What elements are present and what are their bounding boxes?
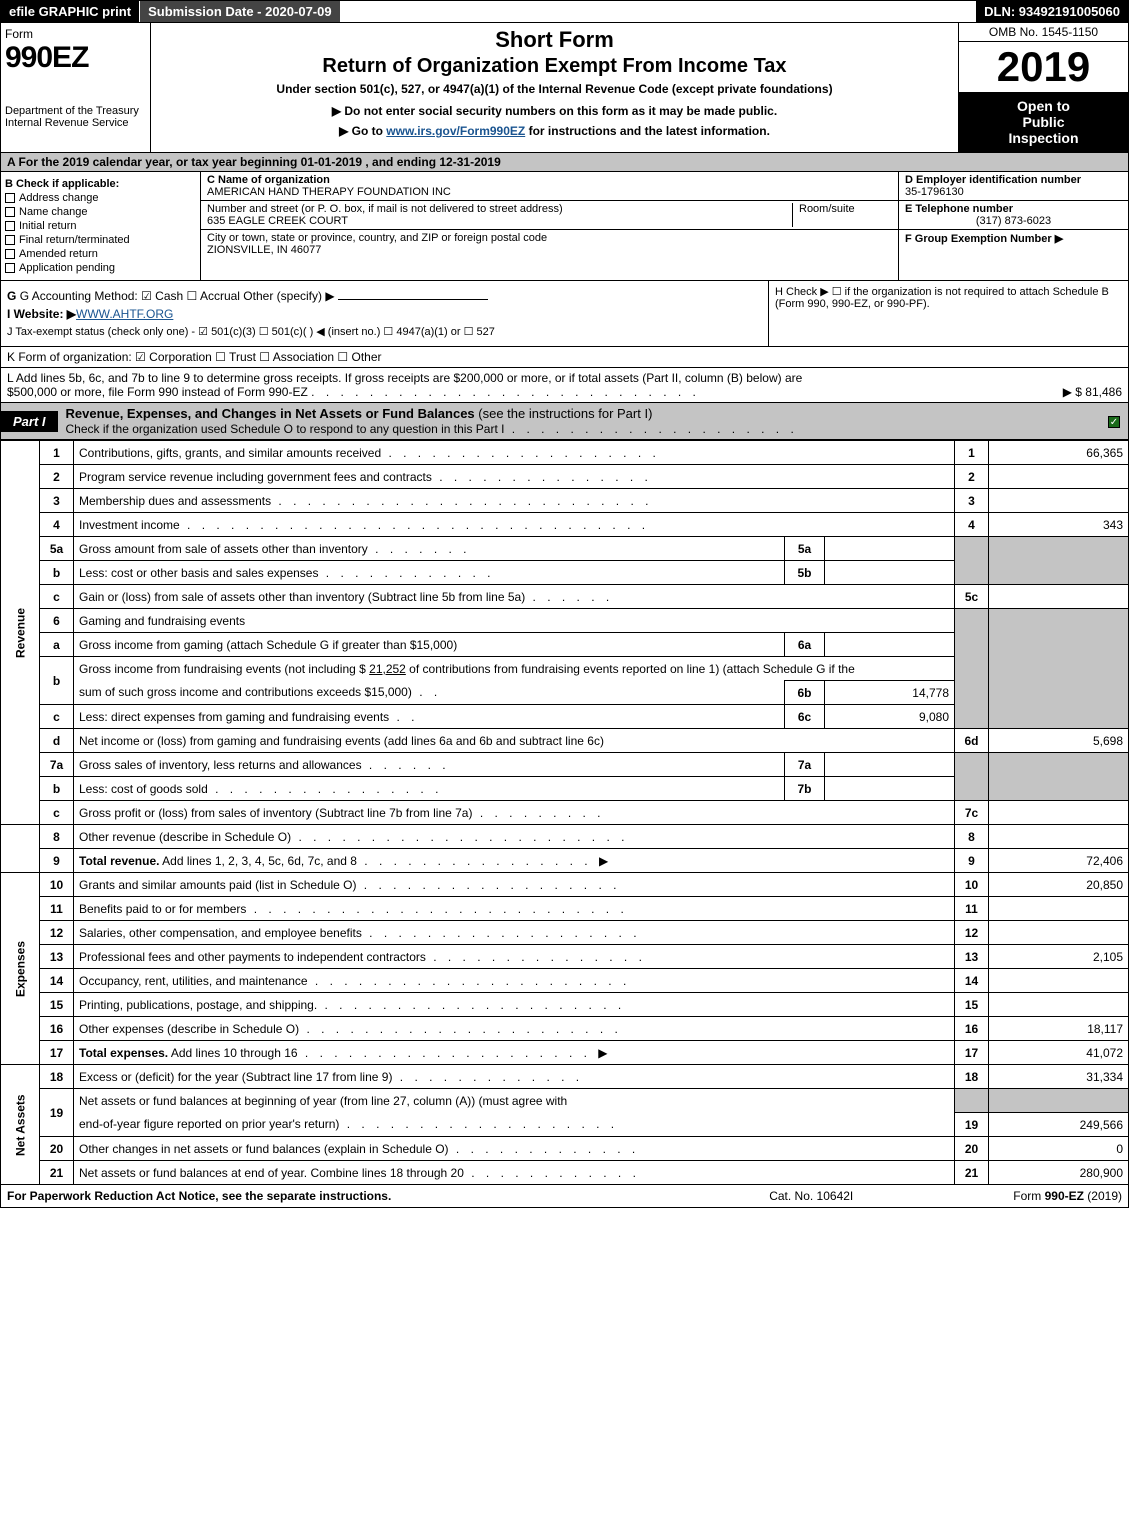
dept-treasury: Department of the Treasury	[5, 105, 146, 117]
amt-2	[989, 465, 1129, 489]
b-opt-initial[interactable]: Initial return	[5, 220, 196, 232]
telephone: (317) 873-6023	[905, 215, 1122, 227]
header-center: Short Form Return of Organization Exempt…	[151, 23, 958, 152]
website-link[interactable]: WWW.AHTF.ORG	[76, 307, 173, 321]
amt-11	[989, 897, 1129, 921]
form-word: Form	[5, 27, 146, 41]
main-title: Return of Organization Exempt From Incom…	[159, 55, 950, 78]
amt-6b: 14,778	[825, 681, 955, 705]
efile-print-label[interactable]: efile GRAPHIC print	[1, 1, 139, 22]
amt-5a	[825, 537, 955, 561]
h-check: H Check ▶ ☐ if the organization is not r…	[768, 281, 1128, 346]
amt-4: 343	[989, 513, 1129, 537]
amt-16: 18,117	[989, 1017, 1129, 1041]
expenses-label: Expenses	[1, 873, 40, 1065]
b-label: B Check if applicable:	[5, 178, 196, 190]
amt-7b	[825, 777, 955, 801]
d-label: D Employer identification number	[905, 174, 1081, 186]
f-label: F Group Exemption Number ▶	[905, 233, 1063, 245]
amt-6d: 5,698	[989, 729, 1129, 753]
paperwork-notice: For Paperwork Reduction Act Notice, see …	[7, 1189, 769, 1203]
amt-3	[989, 489, 1129, 513]
topbar: efile GRAPHIC print Submission Date - 20…	[0, 0, 1129, 23]
org-city: ZIONSVILLE, IN 46077	[207, 244, 321, 256]
part1-header: Part I Revenue, Expenses, and Changes in…	[0, 403, 1129, 440]
c-room-label: Room/suite	[799, 203, 855, 215]
row-l: L Add lines 5b, 6c, and 7b to line 9 to …	[0, 368, 1129, 403]
b-opt-address[interactable]: Address change	[5, 192, 196, 204]
amt-6c: 9,080	[825, 705, 955, 729]
e-label: E Telephone number	[905, 203, 1013, 215]
form-number: 990EZ	[5, 41, 146, 75]
c-street-label: Number and street (or P. O. box, if mail…	[207, 203, 563, 215]
b-checkboxes: B Check if applicable: Address change Na…	[1, 172, 201, 280]
amt-5c	[989, 585, 1129, 609]
amt-21: 280,900	[989, 1161, 1129, 1185]
amt-9: 72,406	[989, 849, 1129, 873]
amt-1: 66,365	[989, 441, 1129, 465]
section-bcdef: B Check if applicable: Address change Na…	[0, 172, 1129, 281]
part1-title: Revenue, Expenses, and Changes in Net As…	[66, 406, 475, 421]
org-street: 635 EAGLE CREEK COURT	[207, 215, 348, 227]
b-opt-pending[interactable]: Application pending	[5, 262, 196, 274]
c-label: C Name of organization	[207, 174, 330, 186]
submission-date: Submission Date - 2020-07-09	[139, 1, 340, 22]
revenue-label: Revenue	[1, 441, 40, 825]
ein: 35-1796130	[905, 186, 964, 198]
row-a-tax-year: A For the 2019 calendar year, or tax yea…	[0, 153, 1129, 172]
amt-15	[989, 993, 1129, 1017]
header-left: Form 990EZ Department of the Treasury In…	[1, 23, 151, 152]
irs-label: Internal Revenue Service	[5, 117, 146, 129]
g-accounting: G G Accounting Method: ☑ Cash ☐ Accrual …	[7, 289, 762, 303]
tax-year: 2019	[959, 42, 1128, 92]
j-tax-exempt: J Tax-exempt status (check only one) - ☑…	[7, 325, 762, 338]
dont-enter-ssn: ▶ Do not enter social security numbers o…	[159, 104, 950, 118]
c-block: C Name of organization AMERICAN HAND THE…	[201, 172, 898, 280]
b-opt-final[interactable]: Final return/terminated	[5, 234, 196, 246]
i-website: I Website: ▶WWW.AHTF.ORG	[7, 307, 762, 321]
amt-20: 0	[989, 1137, 1129, 1161]
amt-8	[989, 825, 1129, 849]
page-footer: For Paperwork Reduction Act Notice, see …	[0, 1185, 1129, 1208]
amt-19: 249,566	[989, 1113, 1129, 1137]
goto-line: ▶ Go to www.irs.gov/Form990EZ for instru…	[159, 124, 950, 138]
netassets-label: Net Assets	[1, 1065, 40, 1185]
form-footer-id: Form 990-EZ (2019)	[1013, 1189, 1122, 1203]
dln-number: DLN: 93492191005060	[976, 1, 1128, 22]
part1-table: Revenue 1 Contributions, gifts, grants, …	[0, 440, 1129, 1185]
form-header: Form 990EZ Department of the Treasury In…	[0, 23, 1129, 153]
b-opt-amended[interactable]: Amended return	[5, 248, 196, 260]
amt-13: 2,105	[989, 945, 1129, 969]
amt-7c	[989, 801, 1129, 825]
c-city-label: City or town, state or province, country…	[207, 232, 547, 244]
omb-number: OMB No. 1545-1150	[959, 23, 1128, 42]
header-right: OMB No. 1545-1150 2019 Open to Public In…	[958, 23, 1128, 152]
part1-label: Part I	[1, 411, 58, 432]
row-ghij: G G Accounting Method: ☑ Cash ☐ Accrual …	[0, 281, 1129, 347]
amt-6a	[825, 633, 955, 657]
b-opt-name[interactable]: Name change	[5, 206, 196, 218]
amt-14	[989, 969, 1129, 993]
amt-5b	[825, 561, 955, 585]
irs-link[interactable]: www.irs.gov/Form990EZ	[386, 124, 525, 138]
amt-10: 20,850	[989, 873, 1129, 897]
under-section: Under section 501(c), 527, or 4947(a)(1)…	[159, 82, 950, 96]
amt-17: 41,072	[989, 1041, 1129, 1065]
short-form-title: Short Form	[159, 27, 950, 53]
amt-7a	[825, 753, 955, 777]
org-name: AMERICAN HAND THERAPY FOUNDATION INC	[207, 186, 451, 198]
row-k: K Form of organization: ☑ Corporation ☐ …	[0, 347, 1129, 368]
l-gross-receipts: ▶ $ 81,486	[1063, 385, 1122, 399]
cat-no: Cat. No. 10642I	[769, 1189, 853, 1203]
amt-18: 31,334	[989, 1065, 1129, 1089]
amt-12	[989, 921, 1129, 945]
def-block: D Employer identification number 35-1796…	[898, 172, 1128, 280]
open-to-public: Open to Public Inspection	[959, 92, 1128, 152]
part1-schedule-o-check[interactable]: ✓	[1108, 414, 1128, 428]
